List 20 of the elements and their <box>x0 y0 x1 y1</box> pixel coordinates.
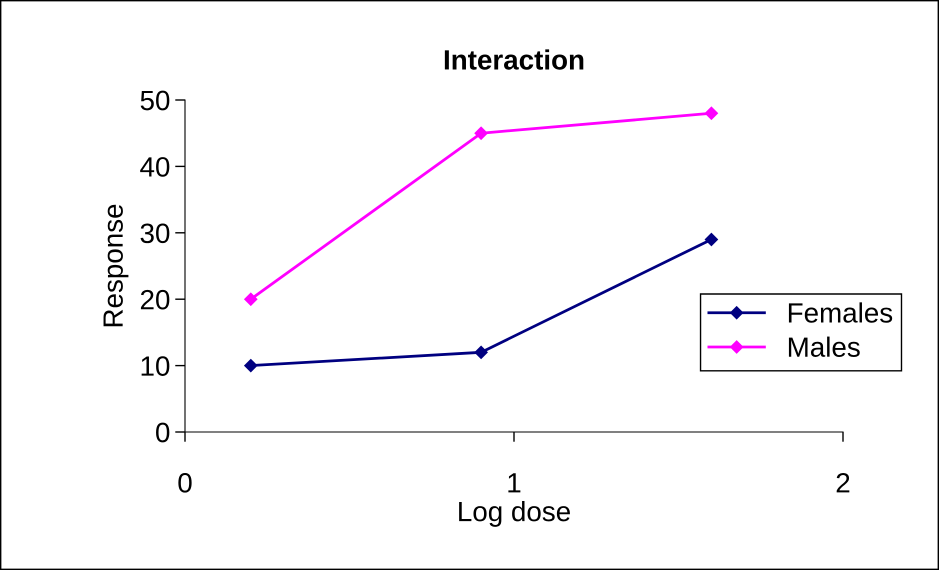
point <box>244 359 258 372</box>
x-tick-label: 2 <box>836 473 850 492</box>
point <box>704 232 718 246</box>
chart-title: Interaction <box>444 49 584 70</box>
y-tick-label: 0 <box>156 422 170 442</box>
point <box>474 126 488 140</box>
y-tick-label: 10 <box>142 356 170 376</box>
point <box>474 346 488 359</box>
y-axis-title: Response <box>104 204 128 326</box>
point <box>244 292 258 306</box>
x-tick-label: 0 <box>178 473 192 493</box>
x-tick-label: 1 <box>508 473 520 492</box>
y-tick-label: 30 <box>140 223 170 244</box>
y-tick-label: 50 <box>140 90 170 110</box>
legend-label: Females <box>788 302 892 323</box>
y-tick-label: 20 <box>140 290 170 310</box>
x-axis-title: Log dose <box>459 500 570 527</box>
point <box>704 106 718 120</box>
y-tick-label: 40 <box>140 157 170 177</box>
legend-label: Males <box>788 336 860 357</box>
